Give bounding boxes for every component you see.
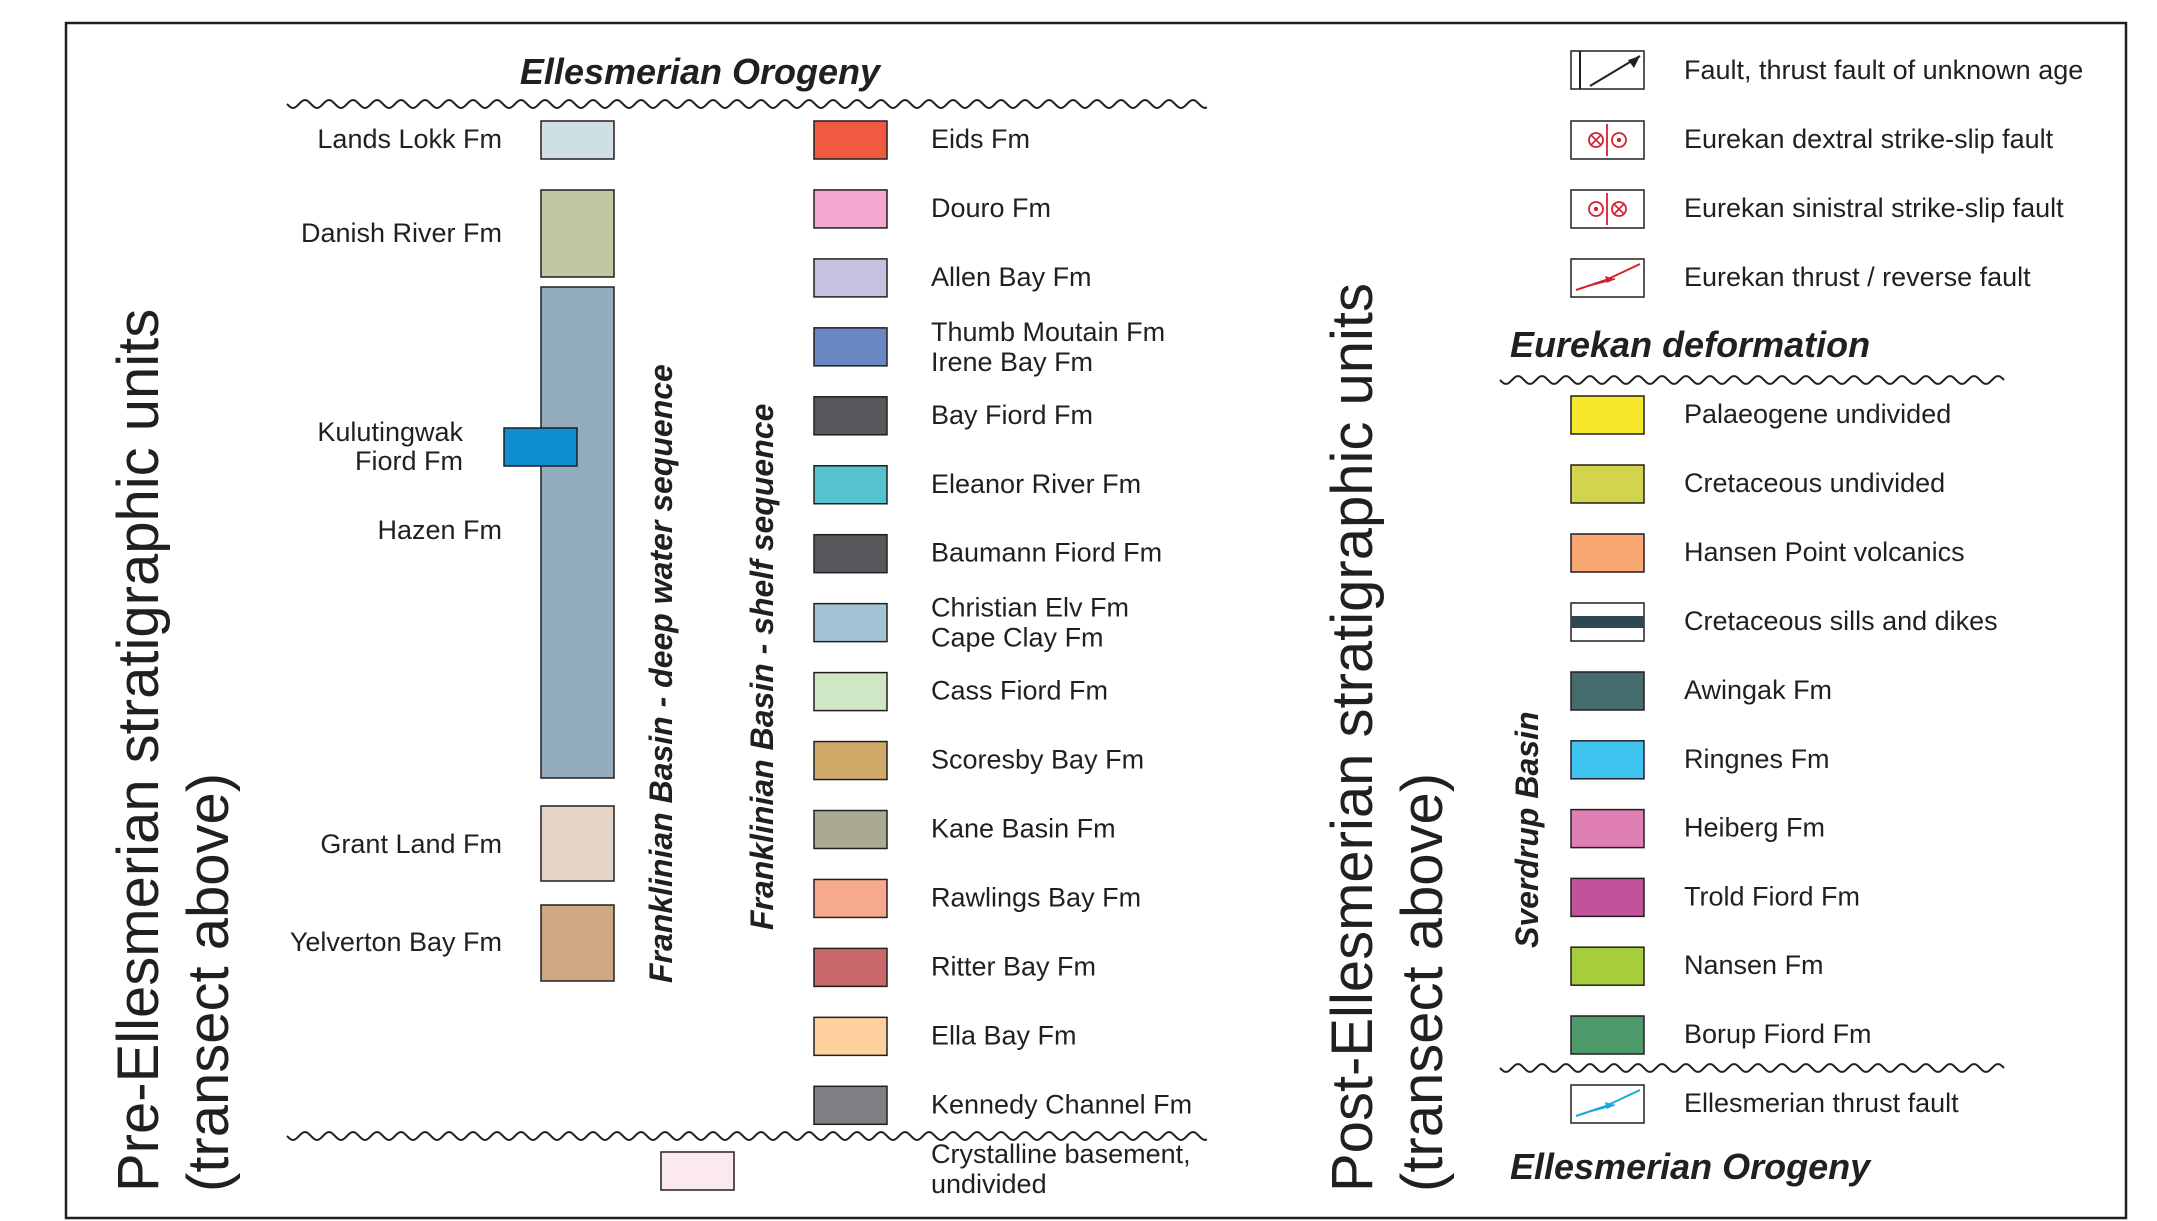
swatch-douro-fm [813, 189, 888, 229]
pre-ellesmerian-title-line1: Pre-Ellesmerian stratigraphic units [106, 309, 171, 1192]
swatch-bay-fiord-fm [813, 396, 888, 436]
swatch-trold-fiord-fm [1570, 877, 1645, 918]
shelf-basin-label: Franklinian Basin - shelf sequence [744, 404, 780, 930]
swatch-ritter-bay-fm [813, 947, 888, 988]
pre-ellesmerian-title-line2: (transect above) [176, 773, 241, 1192]
post-ellesmerian-title-line1: Post-Ellesmerian stratigraphic units [1320, 283, 1385, 1192]
label-kennedy-channel-fm: Kennedy Channel Fm [931, 1089, 1192, 1119]
label-ritter-bay-fm: Ritter Bay Fm [931, 951, 1096, 981]
label-danish-river: Danish River Fm [301, 218, 502, 248]
swatch-hansen-point-volcanics [1570, 533, 1645, 573]
swatch-cretaceous-sills-dikes [1570, 602, 1645, 642]
label-ellesmerian-thrust: Ellesmerian thrust fault [1684, 1088, 1959, 1118]
swatch-hazen [540, 286, 615, 779]
swatch-scoresby-bay-fm [813, 740, 888, 781]
unconformity-line-top [286, 98, 1208, 110]
label-lands-lokk: Lands Lokk Fm [317, 124, 502, 154]
post-ellesmerian-title-line2: (transect above) [1390, 773, 1455, 1192]
swatch-grant-land [540, 805, 615, 882]
label-thumb-moutain-fm-line2: Irene Bay Fm [931, 347, 1093, 377]
label-rawlings-bay-fm: Rawlings Bay Fm [931, 882, 1141, 912]
label-ella-bay-fm: Ella Bay Fm [931, 1020, 1077, 1050]
label-dextral-strike-slip: Eurekan dextral strike-slip fault [1684, 124, 2054, 154]
swatch-palaeogene-undivided [1570, 395, 1645, 435]
label-cretaceous-sills-dikes: Cretaceous sills and dikes [1684, 606, 1998, 636]
heading-eurekan-deformation: Eurekan deformation [1510, 324, 1870, 365]
label-bay-fiord-fm: Bay Fiord Fm [931, 400, 1093, 430]
label-allen-bay-fm: Allen Bay Fm [931, 262, 1092, 292]
heading-ellesmerian-orogeny-bottom: Ellesmerian Orogeny [1510, 1146, 1872, 1187]
label-heiberg-fm: Heiberg Fm [1684, 813, 1825, 843]
eurekan-thrust-icon [1570, 258, 1645, 298]
swatch-lands-lokk [540, 120, 615, 160]
label-hazen: Hazen Fm [377, 515, 502, 545]
swatch-christian-elv-fm [813, 602, 888, 643]
label-cretaceous-undivided: Cretaceous undivided [1684, 468, 1945, 498]
deep-water-basin-label: Franklinian Basin - deep water sequence [643, 364, 679, 983]
swatch-ringnes-fm [1570, 740, 1645, 780]
swatch-ella-bay-fm [813, 1016, 888, 1057]
label-sinistral-strike-slip: Eurekan sinistral strike-slip fault [1684, 193, 2064, 223]
swatch-nansen-fm [1570, 946, 1645, 986]
unconformity-line-eurekan [1499, 374, 2005, 386]
fault-unknown-age-icon [1570, 50, 1645, 90]
swatch-awingak-fm [1570, 671, 1645, 711]
sill-band [1571, 616, 1644, 628]
label-douro-fm: Douro Fm [931, 193, 1051, 223]
swatch-cretaceous-undivided [1570, 464, 1645, 504]
ellesmerian-thrust-icon [1570, 1084, 1645, 1124]
swatch-baumann-fiord-fm [813, 533, 888, 574]
sverdrup-legend: Awingak Fm Ringnes Fm Heiberg Fm Trold Fior… [1570, 671, 1872, 1055]
swatch-eleanor-river-fm [813, 465, 888, 505]
swatch-kane-basin-fm [813, 809, 888, 850]
label-palaeogene-undivided: Palaeogene undivided [1684, 399, 1951, 429]
label-yelverton-bay: Yelverton Bay Fm [290, 927, 502, 957]
legend-border [64, 21, 2128, 1220]
label-kulutingwak: Kulutingwak [317, 417, 463, 447]
swatch-crystalline-basement [660, 1151, 735, 1191]
label-scoresby-bay-fm: Scoresby Bay Fm [931, 745, 1144, 775]
label-fault-unknown-age: Fault, thrust fault of unknown age [1684, 55, 2083, 85]
label-ringnes-fm: Ringnes Fm [1684, 744, 1830, 774]
dextral-strike-slip-icon [1570, 120, 1645, 160]
swatch-eids-fm [813, 120, 888, 160]
label-eids-fm: Eids Fm [931, 124, 1030, 154]
swatch-yelverton-bay [540, 904, 615, 982]
sverdrup-basin-label: Sverdrup Basin [1509, 711, 1545, 948]
heading-ellesmerian-orogeny-top: Ellesmerian Orogeny [520, 51, 882, 92]
pre-ellesmerian-title: Pre-Ellesmerian stratigraphic units (tra… [106, 309, 241, 1192]
label-eurekan-thrust: Eurekan thrust / reverse fault [1684, 262, 2031, 292]
swatch-cass-fiord-fm [813, 671, 888, 712]
label-crystalline-basement: Crystalline basement, [931, 1139, 1191, 1169]
label-awingak-fm: Awingak Fm [1684, 675, 1832, 705]
label-christian-elv-fm-line2: Cape Clay Fm [931, 623, 1104, 653]
label-eleanor-river-fm: Eleanor River Fm [931, 469, 1141, 499]
label-trold-fiord-fm: Trold Fiord Fm [1684, 881, 1860, 911]
label-baumann-fiord-fm: Baumann Fiord Fm [931, 538, 1162, 568]
label-nansen-fm: Nansen Fm [1684, 950, 1824, 980]
swatch-danish-river [540, 189, 615, 278]
label-christian-elv-fm: Christian Elv Fm [931, 593, 1129, 623]
label-thumb-moutain-fm: Thumb Moutain Fm [931, 317, 1165, 347]
swatch-kennedy-channel-fm [813, 1085, 888, 1126]
unconformity-line-ellesmerian [1499, 1062, 2005, 1074]
sinistral-strike-slip-icon [1570, 189, 1645, 229]
label-cass-fiord-fm: Cass Fiord Fm [931, 676, 1108, 706]
label-hansen-point-volcanics: Hansen Point volcanics [1684, 537, 1965, 567]
shelf-sequence-legend: Eids Fm Douro Fm Allen Bay Fm Thumb Moutain… [813, 120, 1192, 1126]
unconformity-line-basement [286, 1130, 1208, 1142]
post-ellesmerian-title: Post-Ellesmerian stratigraphic units (tr… [1320, 283, 1455, 1192]
swatch-borup-fiord-fm [1570, 1015, 1645, 1055]
label-kulutingwak-fiord: Fiord Fm [355, 446, 463, 476]
label-kane-basin-fm: Kane Basin Fm [931, 814, 1116, 844]
swatch-thumb-moutain-fm [813, 327, 888, 367]
label-grant-land: Grant Land Fm [320, 829, 502, 859]
label-crystalline-basement-undivided: undivided [931, 1169, 1047, 1199]
swatch-kulutingwak [503, 427, 578, 467]
swatch-rawlings-bay-fm [813, 878, 888, 919]
swatch-heiberg-fm [1570, 808, 1645, 849]
label-borup-fiord-fm: Borup Fiord Fm [1684, 1019, 1872, 1049]
swatch-allen-bay-fm [813, 258, 888, 298]
